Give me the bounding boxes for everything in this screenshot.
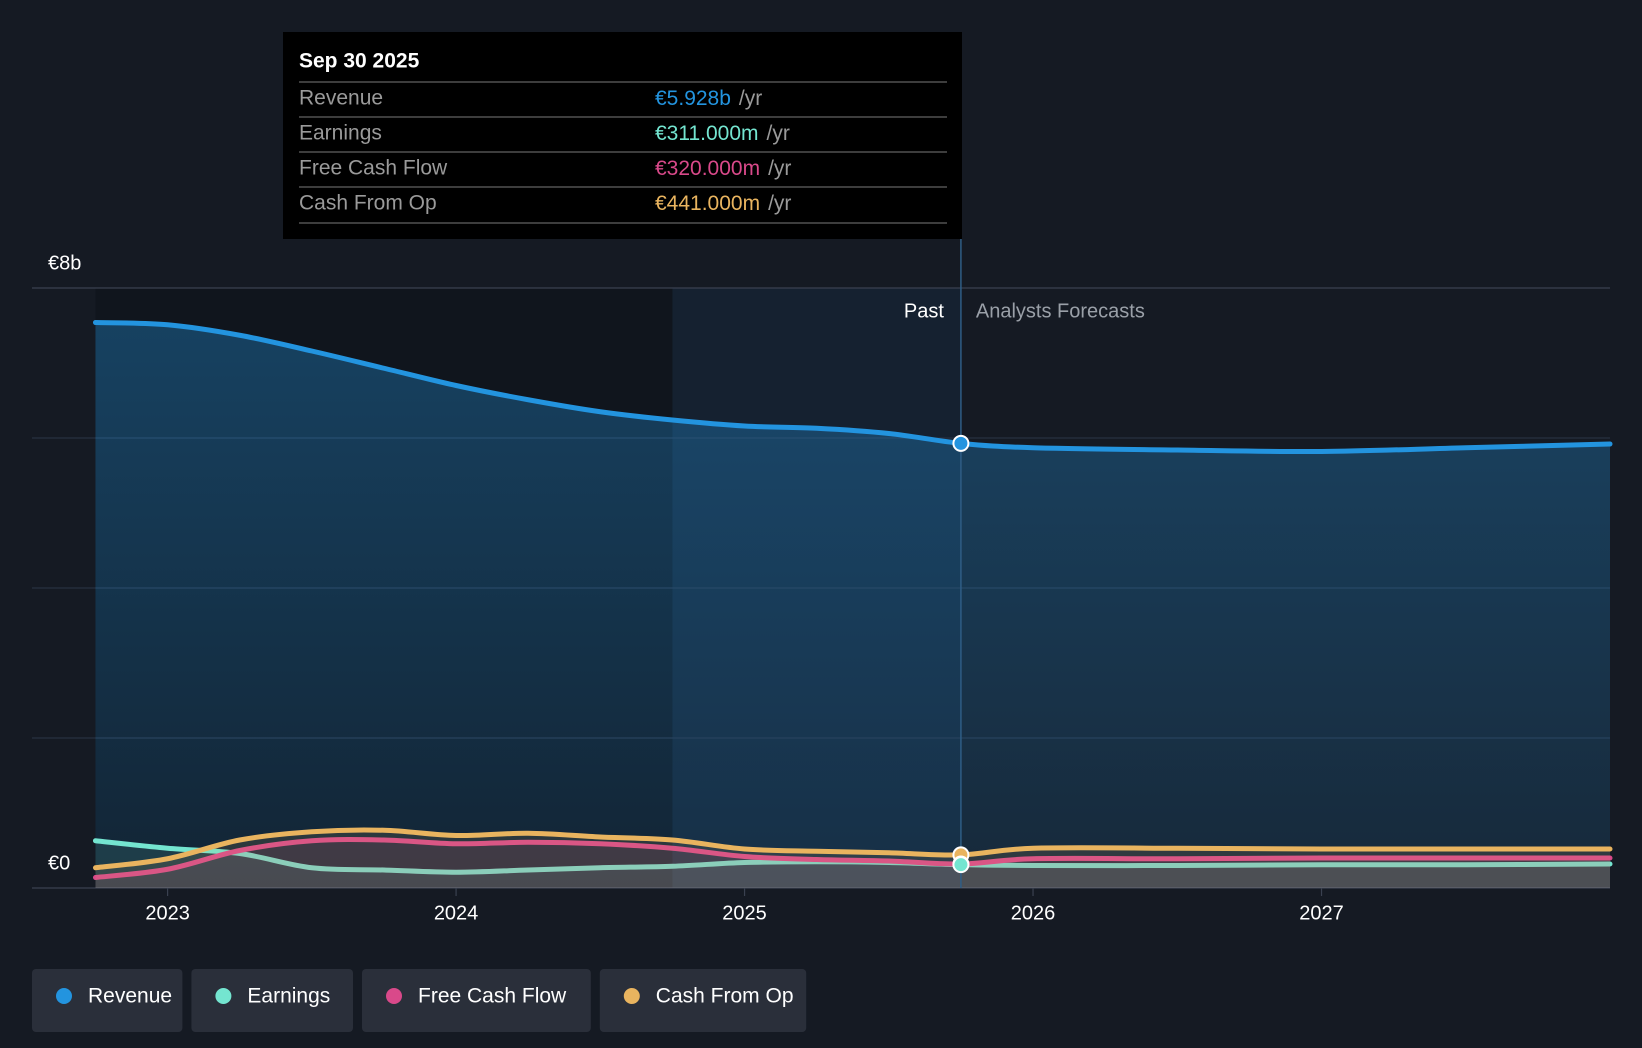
tooltip-unit: /yr: [767, 122, 790, 145]
series-line: [92, 320, 1613, 455]
tooltip-value-amount: €5.928b: [655, 87, 731, 110]
tooltip-label: Revenue: [299, 87, 383, 110]
legend-button[interactable]: [191, 969, 353, 1032]
x-tick-label: 2027: [1299, 902, 1344, 924]
tooltip-value: €441.000m/yr: [655, 192, 791, 215]
tooltip-value: €311.000m/yr: [655, 122, 790, 145]
series-line: [92, 837, 1613, 880]
y-tick-label: €8b: [48, 252, 81, 274]
legend-dot: [56, 988, 72, 1004]
x-tick-label: 2023: [145, 902, 190, 924]
legend-label: Free Cash Flow: [418, 985, 567, 1008]
tooltip-label: Earnings: [299, 122, 382, 145]
legend-button[interactable]: [32, 969, 183, 1032]
legend-dot: [386, 988, 402, 1004]
legend-label: Cash From Op: [656, 985, 794, 1008]
tooltip-label: Free Cash Flow: [299, 157, 448, 180]
legend-item[interactable]: Free Cash Flow: [362, 969, 591, 1032]
legend-label: Earnings: [247, 985, 330, 1008]
forecast-label: Analysts Forecasts: [976, 300, 1145, 322]
legend-dot: [215, 988, 232, 1004]
past-label: Past: [904, 300, 944, 322]
series-area: [95, 829, 1610, 888]
tooltip-date: Sep 30 2025: [299, 50, 420, 73]
legend-button[interactable]: [362, 969, 591, 1032]
x-tick-label: 2024: [434, 902, 479, 924]
tooltip-value: €320.000m/yr: [655, 157, 791, 180]
x-tick-label: 2026: [1011, 902, 1056, 924]
series-area: [95, 322, 1610, 888]
series-line: [92, 838, 1613, 875]
legend-item[interactable]: Earnings: [191, 969, 353, 1032]
legend-label: Revenue: [88, 985, 172, 1008]
tooltip-unit: /yr: [768, 157, 791, 180]
legend-button[interactable]: [599, 969, 807, 1032]
tooltip-value-amount: €441.000m: [655, 192, 760, 215]
tooltip-value: €5.928b/yr: [655, 87, 762, 110]
series-area: [95, 839, 1610, 888]
legend-dot: [623, 988, 640, 1004]
legend-item[interactable]: Cash From Op: [599, 969, 807, 1032]
y-tick-label: €0: [48, 852, 70, 874]
highlight-point: [952, 856, 970, 874]
tooltip-unit: /yr: [768, 192, 791, 215]
highlight-point: [952, 434, 970, 452]
tooltip-box: [283, 32, 962, 239]
tooltip-value-amount: €311.000m: [655, 122, 759, 145]
tooltip-label: Cash From Op: [299, 192, 437, 215]
tooltip-value-amount: €320.000m: [655, 157, 760, 180]
x-tick-label: 2025: [722, 902, 767, 924]
series-line: [92, 827, 1613, 871]
legend-item[interactable]: Revenue: [32, 969, 183, 1032]
tooltip-unit: /yr: [739, 87, 762, 110]
